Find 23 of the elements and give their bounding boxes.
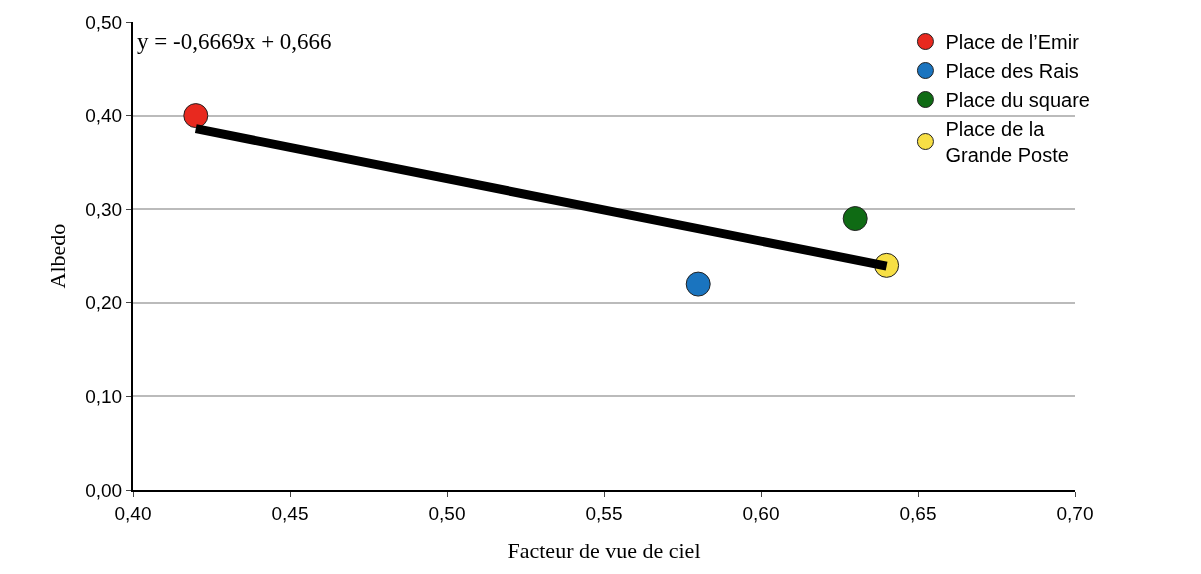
legend-label: Place du square <box>945 89 1090 112</box>
x-tick-label: 0,60 <box>742 502 780 524</box>
y-tick-label: 0,10 <box>85 386 123 408</box>
y-tick-label: 0,00 <box>85 479 123 501</box>
y-tick-label: 0,40 <box>85 105 123 127</box>
annotation: y = -0,6669x + 0,666 <box>137 29 332 54</box>
y-tick-label: 0,30 <box>85 198 123 220</box>
legend-label: Place des Rais <box>945 60 1079 83</box>
x-axis-title: Facteur de vue de ciel <box>507 538 701 564</box>
legend-label: Place de la Grande Poste <box>945 118 1069 167</box>
y-tick-label: 0,20 <box>85 292 123 314</box>
point <box>183 103 209 129</box>
x-tick-label: 0,70 <box>1056 502 1094 524</box>
point <box>685 271 711 297</box>
x-tick-label: 0,55 <box>585 502 623 524</box>
x-tick-label: 0,40 <box>114 502 152 524</box>
y-axis-title: Albedo <box>44 223 70 289</box>
x-tick-label: 0,45 <box>271 502 309 524</box>
point <box>842 206 868 232</box>
x-tick-label: 0,65 <box>899 502 937 524</box>
x-tick-label: 0,50 <box>428 502 466 524</box>
y-tick-label: 0,50 <box>85 11 123 33</box>
legend-label: Place de l’Emir <box>945 31 1080 54</box>
